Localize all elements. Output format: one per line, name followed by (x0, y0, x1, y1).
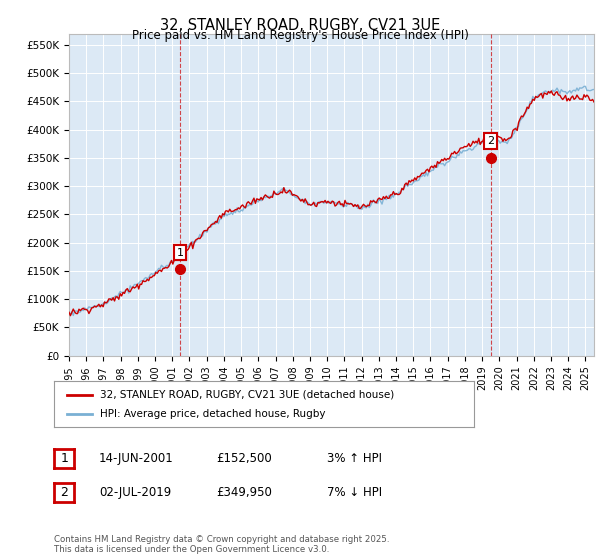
Text: 32, STANLEY ROAD, RUGBY, CV21 3UE: 32, STANLEY ROAD, RUGBY, CV21 3UE (160, 18, 440, 33)
Text: 1: 1 (60, 451, 68, 465)
Text: 2: 2 (487, 136, 494, 146)
Text: £152,500: £152,500 (216, 451, 272, 465)
Text: 7% ↓ HPI: 7% ↓ HPI (327, 486, 382, 500)
Text: Price paid vs. HM Land Registry's House Price Index (HPI): Price paid vs. HM Land Registry's House … (131, 29, 469, 42)
Text: 02-JUL-2019: 02-JUL-2019 (99, 486, 171, 500)
Text: 2: 2 (60, 486, 68, 500)
Text: £349,950: £349,950 (216, 486, 272, 500)
Text: HPI: Average price, detached house, Rugby: HPI: Average price, detached house, Rugb… (100, 409, 326, 419)
Text: 3% ↑ HPI: 3% ↑ HPI (327, 451, 382, 465)
Text: 1: 1 (176, 248, 184, 258)
Text: 32, STANLEY ROAD, RUGBY, CV21 3UE (detached house): 32, STANLEY ROAD, RUGBY, CV21 3UE (detac… (100, 390, 394, 400)
Text: 14-JUN-2001: 14-JUN-2001 (99, 451, 174, 465)
Text: 1: 1 (176, 248, 184, 258)
Text: Contains HM Land Registry data © Crown copyright and database right 2025.
This d: Contains HM Land Registry data © Crown c… (54, 535, 389, 554)
